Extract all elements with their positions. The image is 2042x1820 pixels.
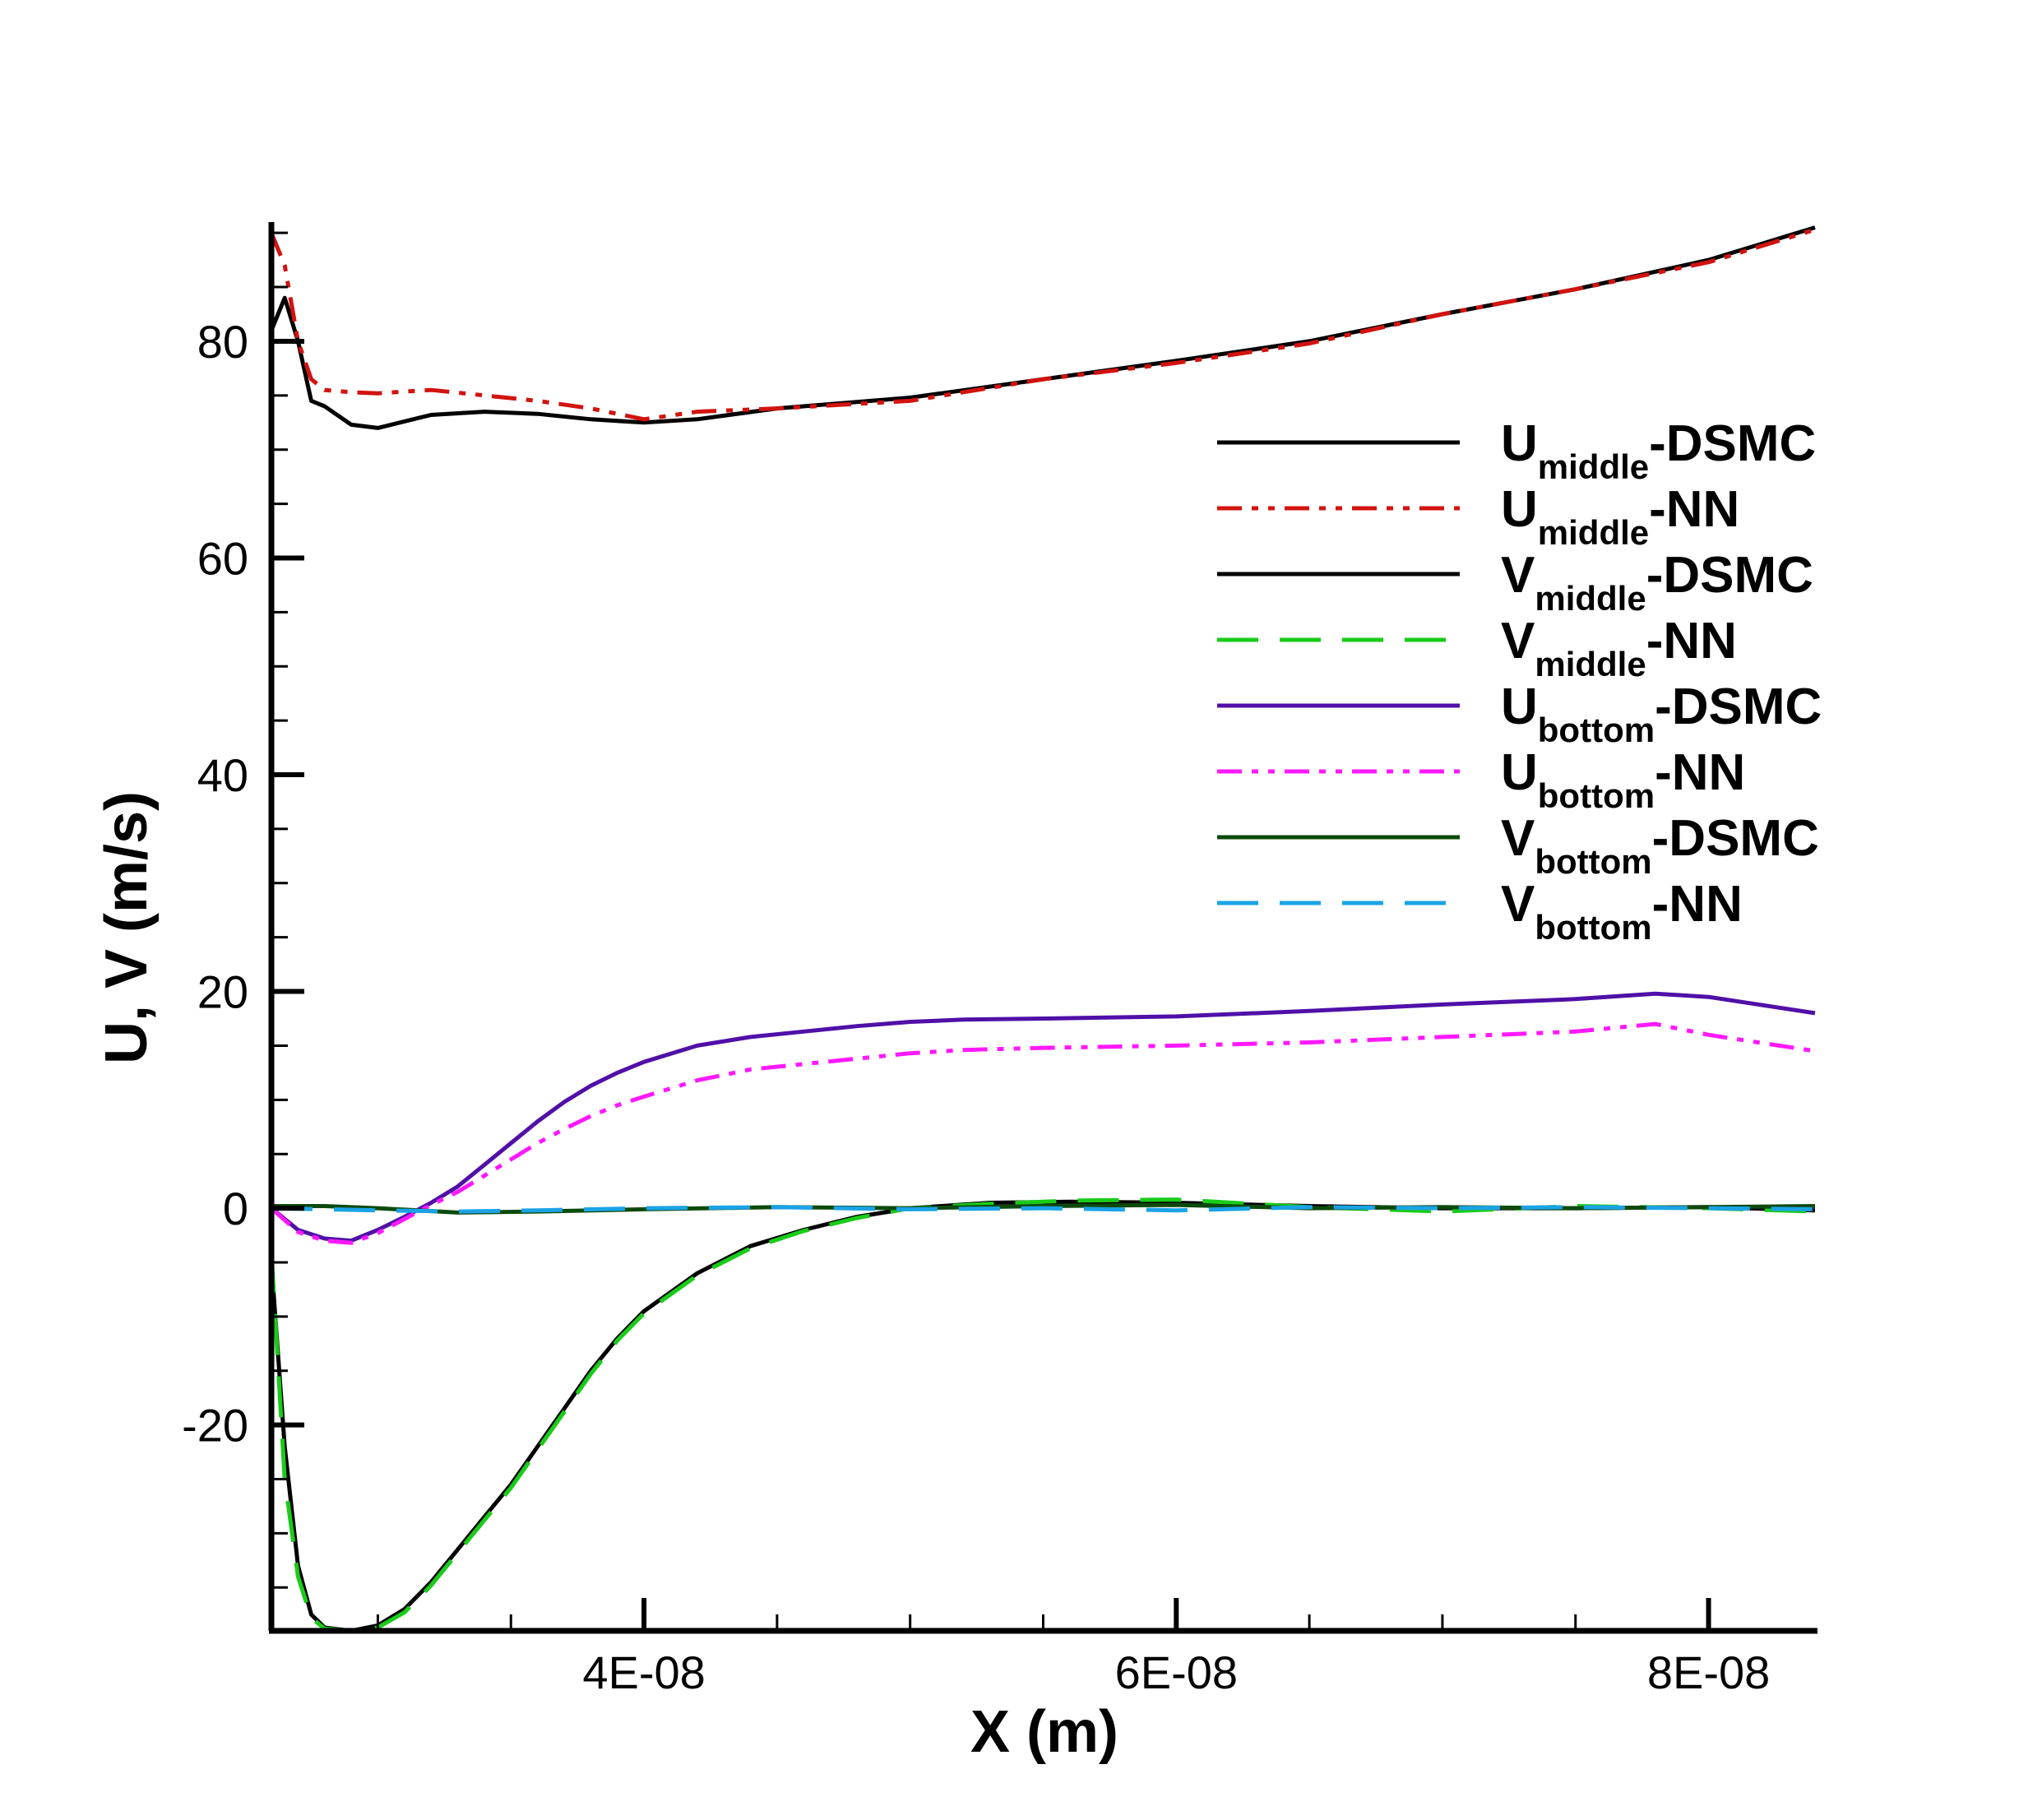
y-tick-label: 80	[197, 316, 248, 368]
ticks-layer: -20 0 20 40 60 80 4E-08 6E-08 8E-08	[182, 231, 1770, 1698]
legend-label: Vbottom-NN	[1501, 876, 1743, 947]
x-tick-label: 6E-08	[1115, 1646, 1238, 1698]
series-line	[270, 1021, 1816, 1245]
series-line	[269, 1197, 1816, 1633]
legend-label: Umiddle-DSMC	[1501, 415, 1816, 486]
x-tick-label: 8E-08	[1647, 1646, 1770, 1698]
x-tick-label: 4E-08	[582, 1646, 705, 1698]
legend-label: Vmiddle-DSMC	[1501, 547, 1813, 618]
y-tick-label: -20	[182, 1400, 248, 1452]
legend-label: Ubottom-DSMC	[1501, 678, 1822, 749]
series-line	[269, 1199, 1816, 1633]
series-line	[269, 227, 1816, 422]
y-axis-title: U, V (m/s)	[94, 791, 160, 1064]
legend: Umiddle-DSMCUmiddle-NNVmiddle-DSMCVmiddl…	[1217, 415, 1822, 947]
y-tick-label: 60	[197, 532, 248, 584]
legend-label: Vmiddle-NN	[1501, 613, 1737, 683]
y-tick-label: 40	[197, 749, 248, 801]
legend-label: Ubottom-NN	[1501, 744, 1745, 815]
y-tick-label: 0	[223, 1183, 248, 1234]
series-line	[271, 1205, 1816, 1214]
series-line	[270, 991, 1816, 1243]
x-axis-title: X (m)	[970, 1699, 1118, 1765]
legend-label: Umiddle-NN	[1501, 481, 1739, 552]
legend-label: Vbottom-DSMC	[1501, 810, 1819, 881]
y-tick-label: 20	[197, 966, 248, 1018]
